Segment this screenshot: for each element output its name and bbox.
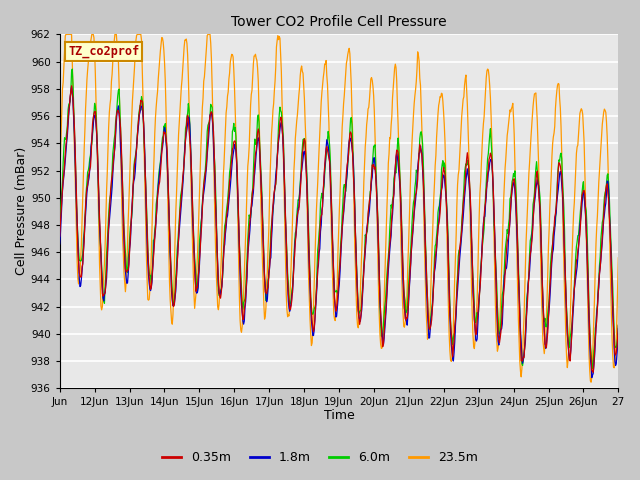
Y-axis label: Cell Pressure (mBar): Cell Pressure (mBar) — [15, 147, 28, 276]
Text: TZ_co2prof: TZ_co2prof — [68, 45, 140, 58]
X-axis label: Time: Time — [324, 409, 355, 422]
Title: Tower CO2 Profile Cell Pressure: Tower CO2 Profile Cell Pressure — [231, 15, 447, 29]
Legend: 0.35m, 1.8m, 6.0m, 23.5m: 0.35m, 1.8m, 6.0m, 23.5m — [157, 446, 483, 469]
